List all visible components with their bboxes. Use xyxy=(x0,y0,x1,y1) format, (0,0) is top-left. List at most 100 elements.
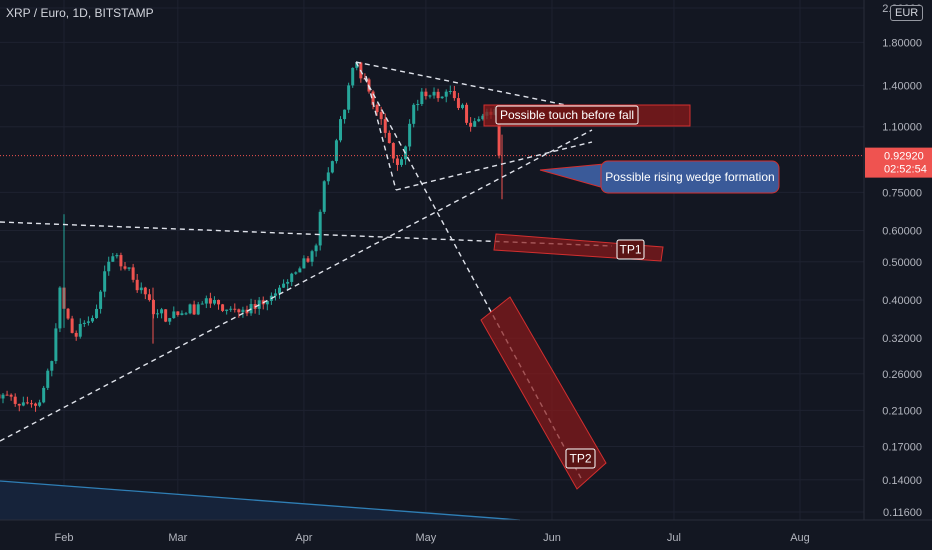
candle-body xyxy=(74,332,78,337)
candle-body xyxy=(143,287,147,295)
candles xyxy=(0,61,503,412)
candle-body xyxy=(115,255,119,257)
tp2-label: TP2 xyxy=(569,452,591,466)
candle-body xyxy=(184,313,188,315)
candle-body xyxy=(383,119,387,133)
grid xyxy=(0,0,864,520)
candle-body xyxy=(347,85,351,110)
y-tick-label: 0.11600 xyxy=(883,507,922,519)
support-trendline xyxy=(0,129,593,442)
candle-body xyxy=(168,318,172,322)
lower-trend-band xyxy=(0,480,521,521)
candle-body xyxy=(42,387,46,403)
candle-body xyxy=(17,403,21,406)
x-tick-label: Feb xyxy=(55,532,74,544)
candle-body xyxy=(282,283,286,288)
candle-body xyxy=(432,91,436,96)
candle-body xyxy=(127,267,131,269)
candle-body xyxy=(355,62,359,68)
touch-label: Possible touch before fall xyxy=(500,108,634,122)
candle-body xyxy=(375,104,379,113)
candle-body xyxy=(326,172,330,182)
candle-body xyxy=(25,402,29,404)
candle-body xyxy=(156,313,160,315)
candle-body xyxy=(50,361,54,371)
candle-body xyxy=(86,321,90,323)
candle-body xyxy=(212,299,216,304)
currency-button[interactable]: EUR xyxy=(890,5,924,21)
candle-body xyxy=(408,123,412,147)
candle-body xyxy=(497,108,501,156)
y-tick-label: 0.75000 xyxy=(882,187,922,199)
touch-label-box xyxy=(495,105,639,125)
candle-body xyxy=(448,91,452,93)
candle-body xyxy=(444,91,448,97)
candle-body xyxy=(176,311,180,315)
chart-title: XRP / Euro, 1D, BITSTAMP xyxy=(6,6,154,20)
tp1-label-box xyxy=(616,239,645,260)
candle-body xyxy=(294,272,298,274)
price-tag-value: 0.92920 xyxy=(884,151,924,163)
candle-body xyxy=(241,309,245,313)
candle-body xyxy=(233,308,237,310)
y-tick-label: 0.50000 xyxy=(882,257,922,269)
candle-body xyxy=(379,112,383,120)
candle-body xyxy=(469,122,473,127)
candle-body xyxy=(318,211,322,246)
candle-body xyxy=(265,300,269,305)
wedge-lower-line xyxy=(395,141,593,191)
candle-body xyxy=(196,304,200,315)
candle-body xyxy=(420,91,424,105)
candle-body xyxy=(70,318,74,333)
x-tick-label: Jul xyxy=(667,532,681,544)
candle-body xyxy=(306,258,310,262)
candle-body xyxy=(204,298,208,304)
candle-body xyxy=(416,104,420,106)
candle-body xyxy=(334,140,338,162)
candle-body xyxy=(54,328,58,362)
candle-body xyxy=(21,402,25,406)
wedge-callout-label: Possible rising wedge formation xyxy=(605,170,774,184)
candle-body xyxy=(440,96,444,99)
candle-body xyxy=(428,95,432,97)
tp1-label: TP1 xyxy=(619,243,641,257)
candle-body xyxy=(452,91,456,99)
candle-body xyxy=(46,370,50,388)
candle-body xyxy=(391,143,395,159)
candle-body xyxy=(460,104,464,108)
y-tick-label: 0.26000 xyxy=(882,369,922,381)
candle-body xyxy=(330,161,334,173)
x-tick-label: Aug xyxy=(790,532,810,544)
candle-body xyxy=(82,322,86,324)
candle-body xyxy=(90,318,94,322)
candle-body xyxy=(1,394,5,399)
candle-body xyxy=(343,109,347,120)
candle-body xyxy=(34,403,38,406)
candle-body xyxy=(147,294,151,300)
candle-body xyxy=(95,308,99,319)
candle-body xyxy=(290,273,294,282)
y-axis: 2.200001.800001.400001.100000.750000.600… xyxy=(863,0,922,520)
candle-body xyxy=(38,402,42,406)
y-tick-label: 0.21000 xyxy=(882,405,922,417)
candle-body xyxy=(200,303,204,305)
price-tag-countdown: 02:52:54 xyxy=(884,164,927,176)
candle-body xyxy=(208,298,212,304)
candle-body xyxy=(119,255,123,267)
candle-body xyxy=(436,91,440,99)
wedge-callout-box xyxy=(600,160,780,194)
candle-body xyxy=(135,279,139,291)
candle-body xyxy=(111,256,115,262)
candle-body xyxy=(286,281,290,284)
candle-body xyxy=(278,287,282,294)
candle-body xyxy=(221,304,225,311)
candle-body xyxy=(302,258,306,269)
callout-pointer xyxy=(539,163,605,189)
y-tick-label: 0.32000 xyxy=(882,333,922,345)
drawings: Possible touch before fall TP1 TP2 Possible… xyxy=(0,61,864,490)
y-tick-label: 0.60000 xyxy=(882,226,922,238)
x-tick-label: Apr xyxy=(295,532,312,544)
y-tick-label: 0.40000 xyxy=(882,295,922,307)
candle-body xyxy=(107,261,111,272)
